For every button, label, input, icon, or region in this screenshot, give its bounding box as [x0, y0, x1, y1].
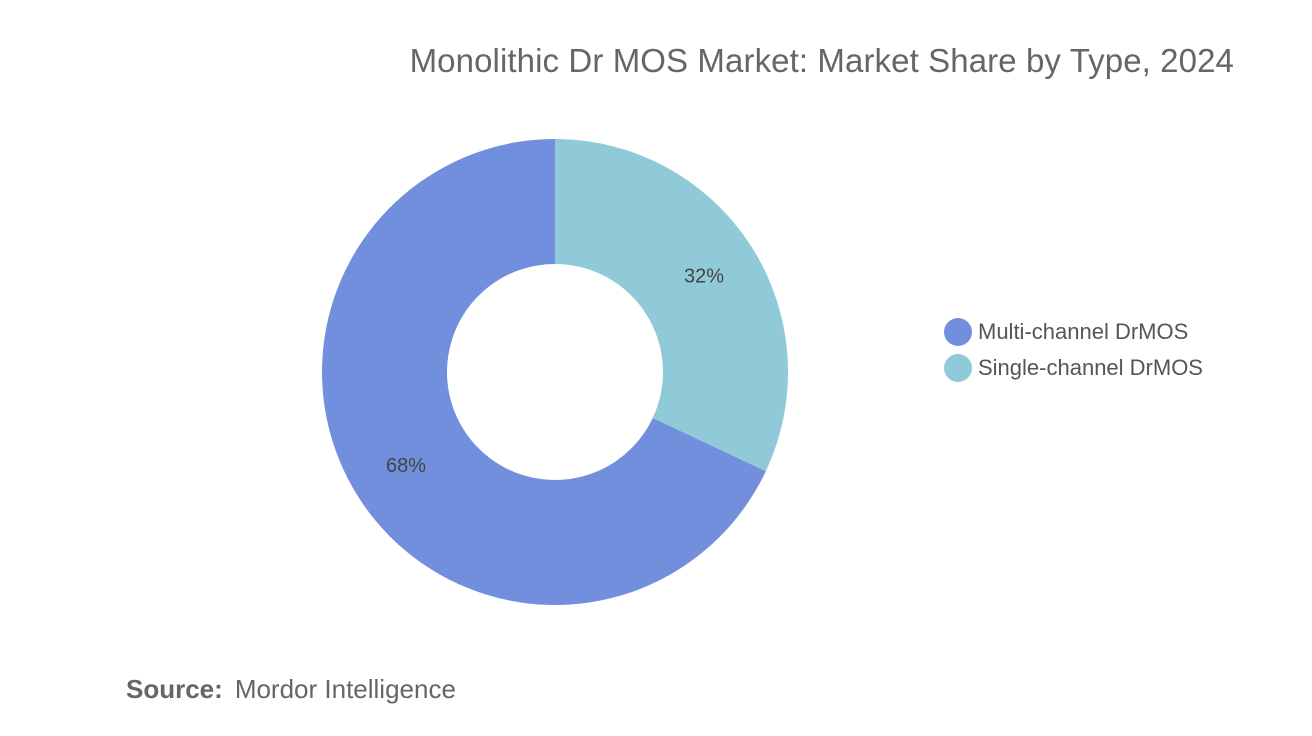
- legend-item-multi-channel[interactable]: Multi-channel DrMOS: [944, 314, 1203, 350]
- legend-swatch-multi-channel: [944, 318, 972, 346]
- data-label-multi-channel: 68%: [386, 455, 426, 477]
- donut-slice-multi-channel[interactable]: [322, 139, 766, 605]
- legend-label-single-channel: Single-channel DrMOS: [978, 355, 1203, 380]
- source-value: Mordor Intelligence: [234, 674, 456, 704]
- legend-swatch-single-channel: [944, 354, 972, 382]
- chart-title: Monolithic Dr MOS Market: Market Share b…: [409, 42, 1234, 79]
- source-note: Source: Mordor Intelligence: [126, 674, 456, 705]
- source-label: Source:: [126, 674, 223, 704]
- donut-slice-single-channel[interactable]: [555, 139, 789, 472]
- legend-item-single-channel[interactable]: Single-channel DrMOS: [944, 350, 1203, 386]
- chart-legend: Multi-channel DrMOS Single-channel DrMOS: [944, 314, 1203, 386]
- data-label-single-channel: 32%: [684, 266, 724, 288]
- legend-label-multi-channel: Multi-channel DrMOS: [978, 319, 1189, 344]
